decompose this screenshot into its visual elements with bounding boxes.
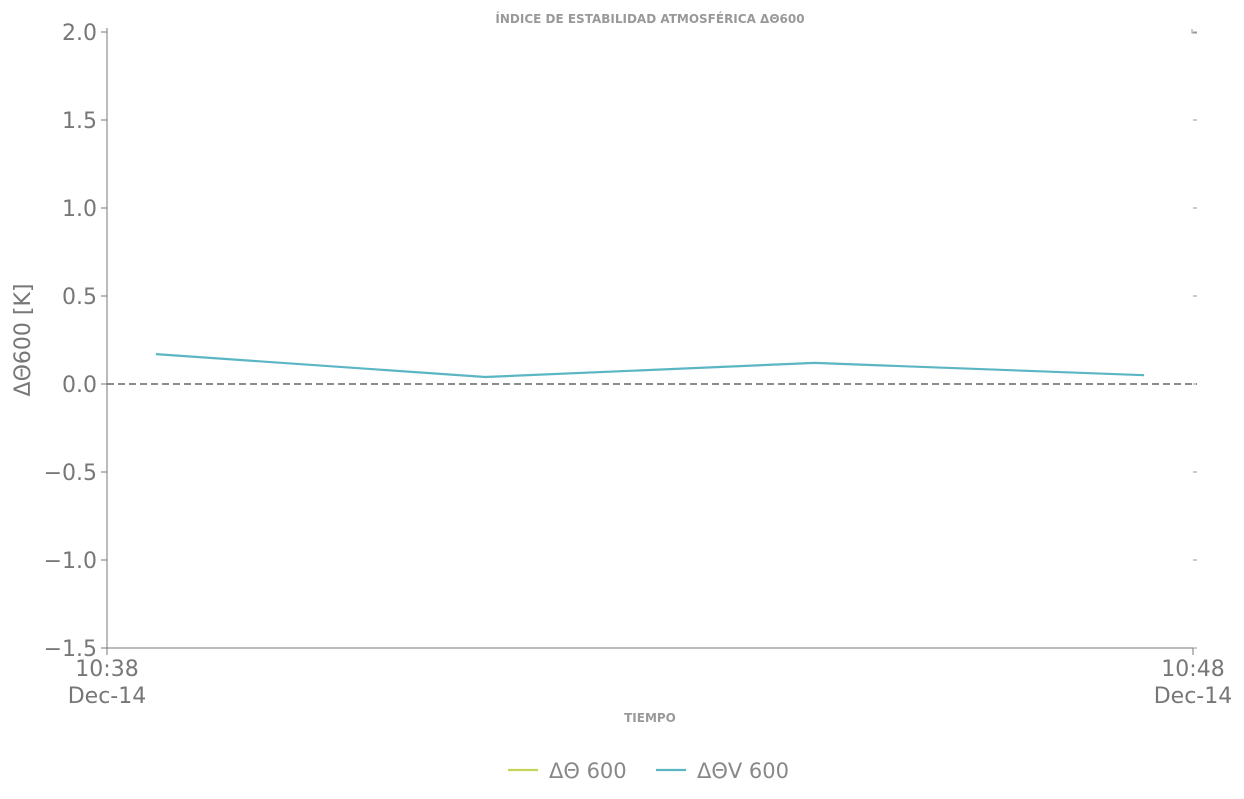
x-tick-label-date: Dec-14 [1154,684,1233,709]
y-tick-label: −1.5 [44,637,97,662]
corner-mark [1191,29,1197,34]
y-tick-label: 2.0 [62,21,97,46]
y-tick-label: 0.5 [62,285,97,310]
legend: ΔΘ 600 ΔΘV 600 [508,759,789,783]
legend-label: ΔΘV 600 [697,759,789,783]
chart-title: ÍNDICE DE ESTABILIDAD ATMOSFÉRICA ΔΘ600 [495,11,804,26]
y-tick-label: 0.0 [62,373,97,398]
series-line-1 [155,353,1145,379]
x-tick-label-date: Dec-14 [68,684,147,709]
x-tick-label-time: 10:48 [1161,657,1224,682]
legend-label: ΔΘ 600 [549,759,627,783]
series-lines [155,353,1145,379]
y-tick-label: 1.0 [62,197,97,222]
y-tick-label: −0.5 [44,461,97,486]
y-tick-label: 1.5 [62,109,97,134]
y-tick-label: −1.0 [44,549,97,574]
axes [106,28,1193,649]
y-axis-label: ΔΘ600 [K] [11,284,36,397]
y-ticks: 2.0 1.5 1.0 0.5 0.0 −0.5 −1.0 −1.5 [44,21,1197,662]
x-tick-label-time: 10:38 [75,657,138,682]
x-axis-label: TIEMPO [624,711,676,725]
